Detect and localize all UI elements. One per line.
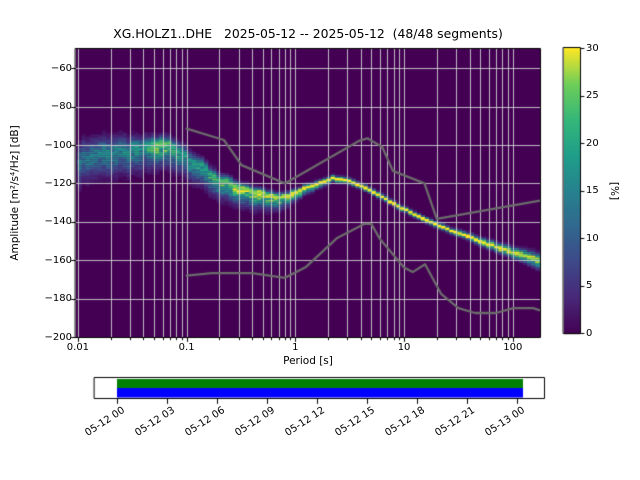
y-tick-label: −200: [44, 331, 72, 343]
x-tick-label: 100: [503, 342, 523, 353]
y-tick-label: −80: [50, 101, 72, 113]
colorbar-tick-label: 5: [586, 280, 593, 291]
colorbar-tick-label: 10: [586, 232, 599, 244]
y-tick-label: −180: [44, 293, 72, 305]
y-tick-label: −140: [44, 216, 72, 228]
y-tick-label: −100: [44, 139, 72, 151]
colorbar-tick-label: 20: [586, 137, 599, 149]
plot-title: XG.HOLZ1..DHE 2025-05-12 -- 2025-05-12 (…: [113, 26, 503, 41]
y-tick-label: −60: [50, 62, 72, 74]
y-axis-label: Amplitude [m²/s⁴/Hz] [dB]: [9, 125, 21, 261]
y-tick-label: −120: [44, 177, 72, 189]
colorbar-tick-label: 25: [586, 90, 599, 101]
colorbar-tick-label: 30: [586, 42, 599, 54]
x-tick-label: 1: [292, 342, 299, 353]
x-tick-label: 0.01: [66, 342, 90, 353]
colorbar-tick-label: 0: [586, 327, 593, 339]
x-tick-label: 0.1: [178, 342, 195, 353]
x-tick-label: 10: [397, 342, 411, 353]
y-tick-label: −160: [44, 254, 72, 266]
colorbar-tick-label: 15: [586, 185, 599, 196]
x-axis-label: Period [s]: [283, 355, 333, 367]
